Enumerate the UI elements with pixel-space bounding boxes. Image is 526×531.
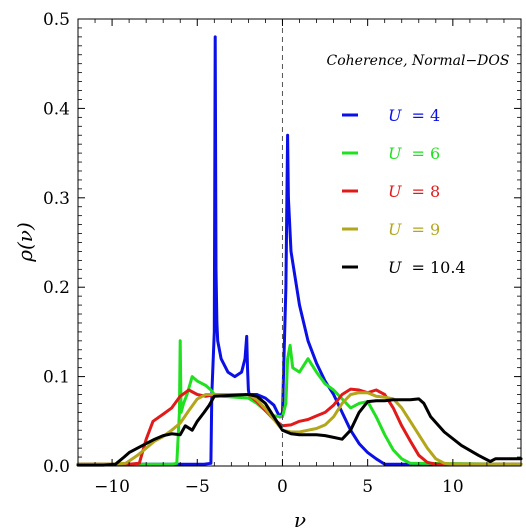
y-tick-label: 0.2	[43, 278, 70, 298]
x-tick-label: 0	[277, 477, 288, 497]
y-tick-label: 0.3	[43, 189, 70, 209]
legend-label: U = 8	[388, 182, 440, 201]
x-tick-label: −5	[185, 477, 210, 497]
chart-annotation: Coherence, Normal−DOS	[327, 53, 510, 69]
y-axis-label: ρ(ν)	[13, 222, 37, 263]
legend-label: U = 4	[388, 106, 440, 125]
tick-layer: −10 −5 0 5 10 0.0 0.1 0.2 0.3 0.4 0.5	[43, 10, 522, 497]
x-axis-label: ν	[294, 508, 306, 531]
series-layer	[76, 35, 523, 467]
y-tick-label: 0.5	[43, 10, 70, 30]
x-tick-label: 10	[442, 477, 464, 497]
y-tick-label: 0.1	[43, 368, 70, 388]
legend-label: U = 6	[388, 144, 440, 163]
series-line-1	[76, 35, 523, 466]
x-tick-label: −10	[94, 477, 130, 497]
legend-label: U = 10.4	[388, 258, 466, 277]
y-tick-label: 0.0	[43, 457, 70, 477]
y-tick-label: 0.4	[43, 99, 70, 119]
x-tick-label: 5	[362, 477, 373, 497]
legend-label: U = 9	[388, 220, 440, 239]
series-line-5	[76, 393, 523, 467]
series-line-3	[76, 387, 523, 466]
legend: U = 4 U = 6 U = 8 U = 9 U = 10.4	[342, 106, 466, 277]
plot-background	[78, 19, 521, 466]
